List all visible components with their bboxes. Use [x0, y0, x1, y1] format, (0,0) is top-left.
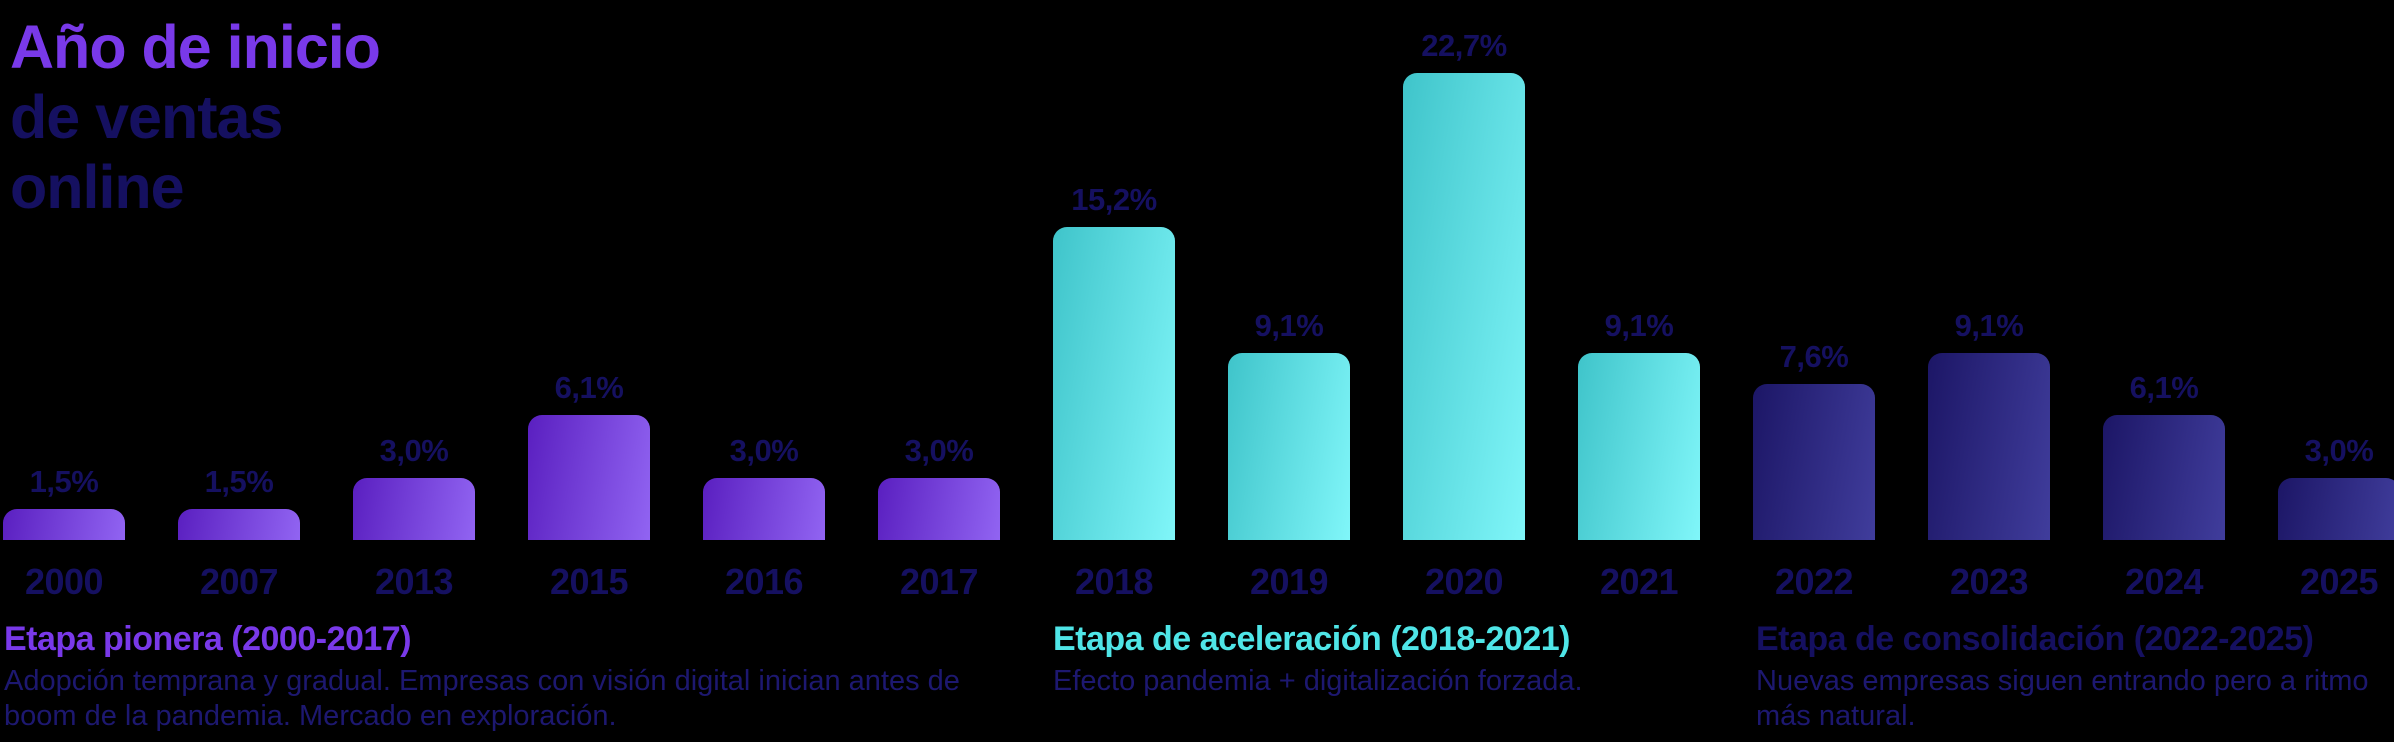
- year-label-2007: 2007: [199, 561, 279, 602]
- year-label-2022: 2022: [1774, 561, 1854, 602]
- bar-2025: [2278, 478, 2394, 540]
- stage-consolidacion-desc-line1: Nuevas empresas siguen entrando pero a r…: [1756, 665, 2369, 697]
- value-label-2019: 9,1%: [1254, 308, 1324, 343]
- bar-2022: [1753, 384, 1875, 540]
- year-label-2018: 2018: [1074, 561, 1154, 602]
- year-label-2000: 2000: [24, 561, 104, 602]
- bar-2000: [3, 509, 125, 540]
- bar-2019: [1228, 353, 1350, 540]
- year-label-2020: 2020: [1424, 561, 1504, 602]
- year-label-2017: 2017: [899, 561, 979, 602]
- stage-consolidacion-desc-line2: más natural.: [1756, 700, 1916, 732]
- stage-consolidacion-title: Etapa de consolidación (2022-2025): [1756, 620, 2314, 658]
- year-label-2013: 2013: [374, 561, 454, 602]
- year-label-2025: 2025: [2299, 561, 2379, 602]
- value-label-2024: 6,1%: [2129, 370, 2199, 405]
- stage-consolidacion-description: Nuevas empresas siguen entrando pero a r…: [1756, 664, 2386, 734]
- value-label-2007: 1,5%: [204, 464, 274, 499]
- bar-2017: [878, 478, 1000, 540]
- value-label-2018: 15,2%: [1071, 182, 1157, 217]
- stage-aceleracion-description: Efecto pandemia + digitalización forzada…: [1053, 664, 1713, 699]
- stage-aceleracion: Etapa de aceleración (2018-2021) Efecto …: [1053, 618, 1713, 699]
- value-label-2015: 6,1%: [554, 370, 624, 405]
- bar-2020: [1403, 73, 1525, 540]
- bar-2023: [1928, 353, 2050, 540]
- bar-2015: [528, 415, 650, 540]
- bar-2007: [178, 509, 300, 540]
- value-label-2017: 3,0%: [904, 433, 974, 468]
- stage-pionera: Etapa pionera (2000-2017) Adopción tempr…: [4, 618, 1014, 734]
- year-label-2024: 2024: [2124, 561, 2204, 602]
- bar-2021: [1578, 353, 1700, 540]
- year-label-2021: 2021: [1599, 561, 1679, 602]
- value-label-2023: 9,1%: [1954, 308, 2024, 343]
- chart-title-line-3: online: [10, 153, 185, 221]
- stage-aceleracion-title: Etapa de aceleración (2018-2021): [1053, 620, 1570, 658]
- chart-title-line-1: Año de inicio: [10, 13, 381, 81]
- value-label-2016: 3,0%: [729, 433, 799, 468]
- bar-2016: [703, 478, 825, 540]
- stage-pionera-description: Adopción temprana y gradual. Empresas co…: [4, 664, 1014, 734]
- bar-2013: [353, 478, 475, 540]
- value-label-2021: 9,1%: [1604, 308, 1674, 343]
- value-label-2022: 7,6%: [1779, 339, 1849, 374]
- value-label-2020: 22,7%: [1421, 28, 1507, 63]
- stage-aceleracion-desc-line1: Efecto pandemia + digitalización forzada…: [1053, 665, 1583, 697]
- year-label-2016: 2016: [724, 561, 804, 602]
- stage-pionera-title: Etapa pionera (2000-2017): [4, 620, 412, 658]
- bar-2018: [1053, 227, 1175, 540]
- value-label-2000: 1,5%: [29, 464, 99, 499]
- value-label-2025: 3,0%: [2304, 433, 2374, 468]
- chart-title-line-2: de ventas: [10, 83, 283, 151]
- stage-consolidacion: Etapa de consolidación (2022-2025) Nueva…: [1756, 618, 2386, 734]
- stage-pionera-desc-line2: boom de la pandemia. Mercado en explorac…: [4, 700, 617, 732]
- year-label-2023: 2023: [1949, 561, 2029, 602]
- year-label-2015: 2015: [549, 561, 629, 602]
- bar-2024: [2103, 415, 2225, 540]
- stage-pionera-desc-line1: Adopción temprana y gradual. Empresas co…: [4, 665, 960, 697]
- year-label-2019: 2019: [1249, 561, 1329, 602]
- value-label-2013: 3,0%: [379, 433, 449, 468]
- chart-title: Año de inicio de ventas online: [10, 12, 381, 222]
